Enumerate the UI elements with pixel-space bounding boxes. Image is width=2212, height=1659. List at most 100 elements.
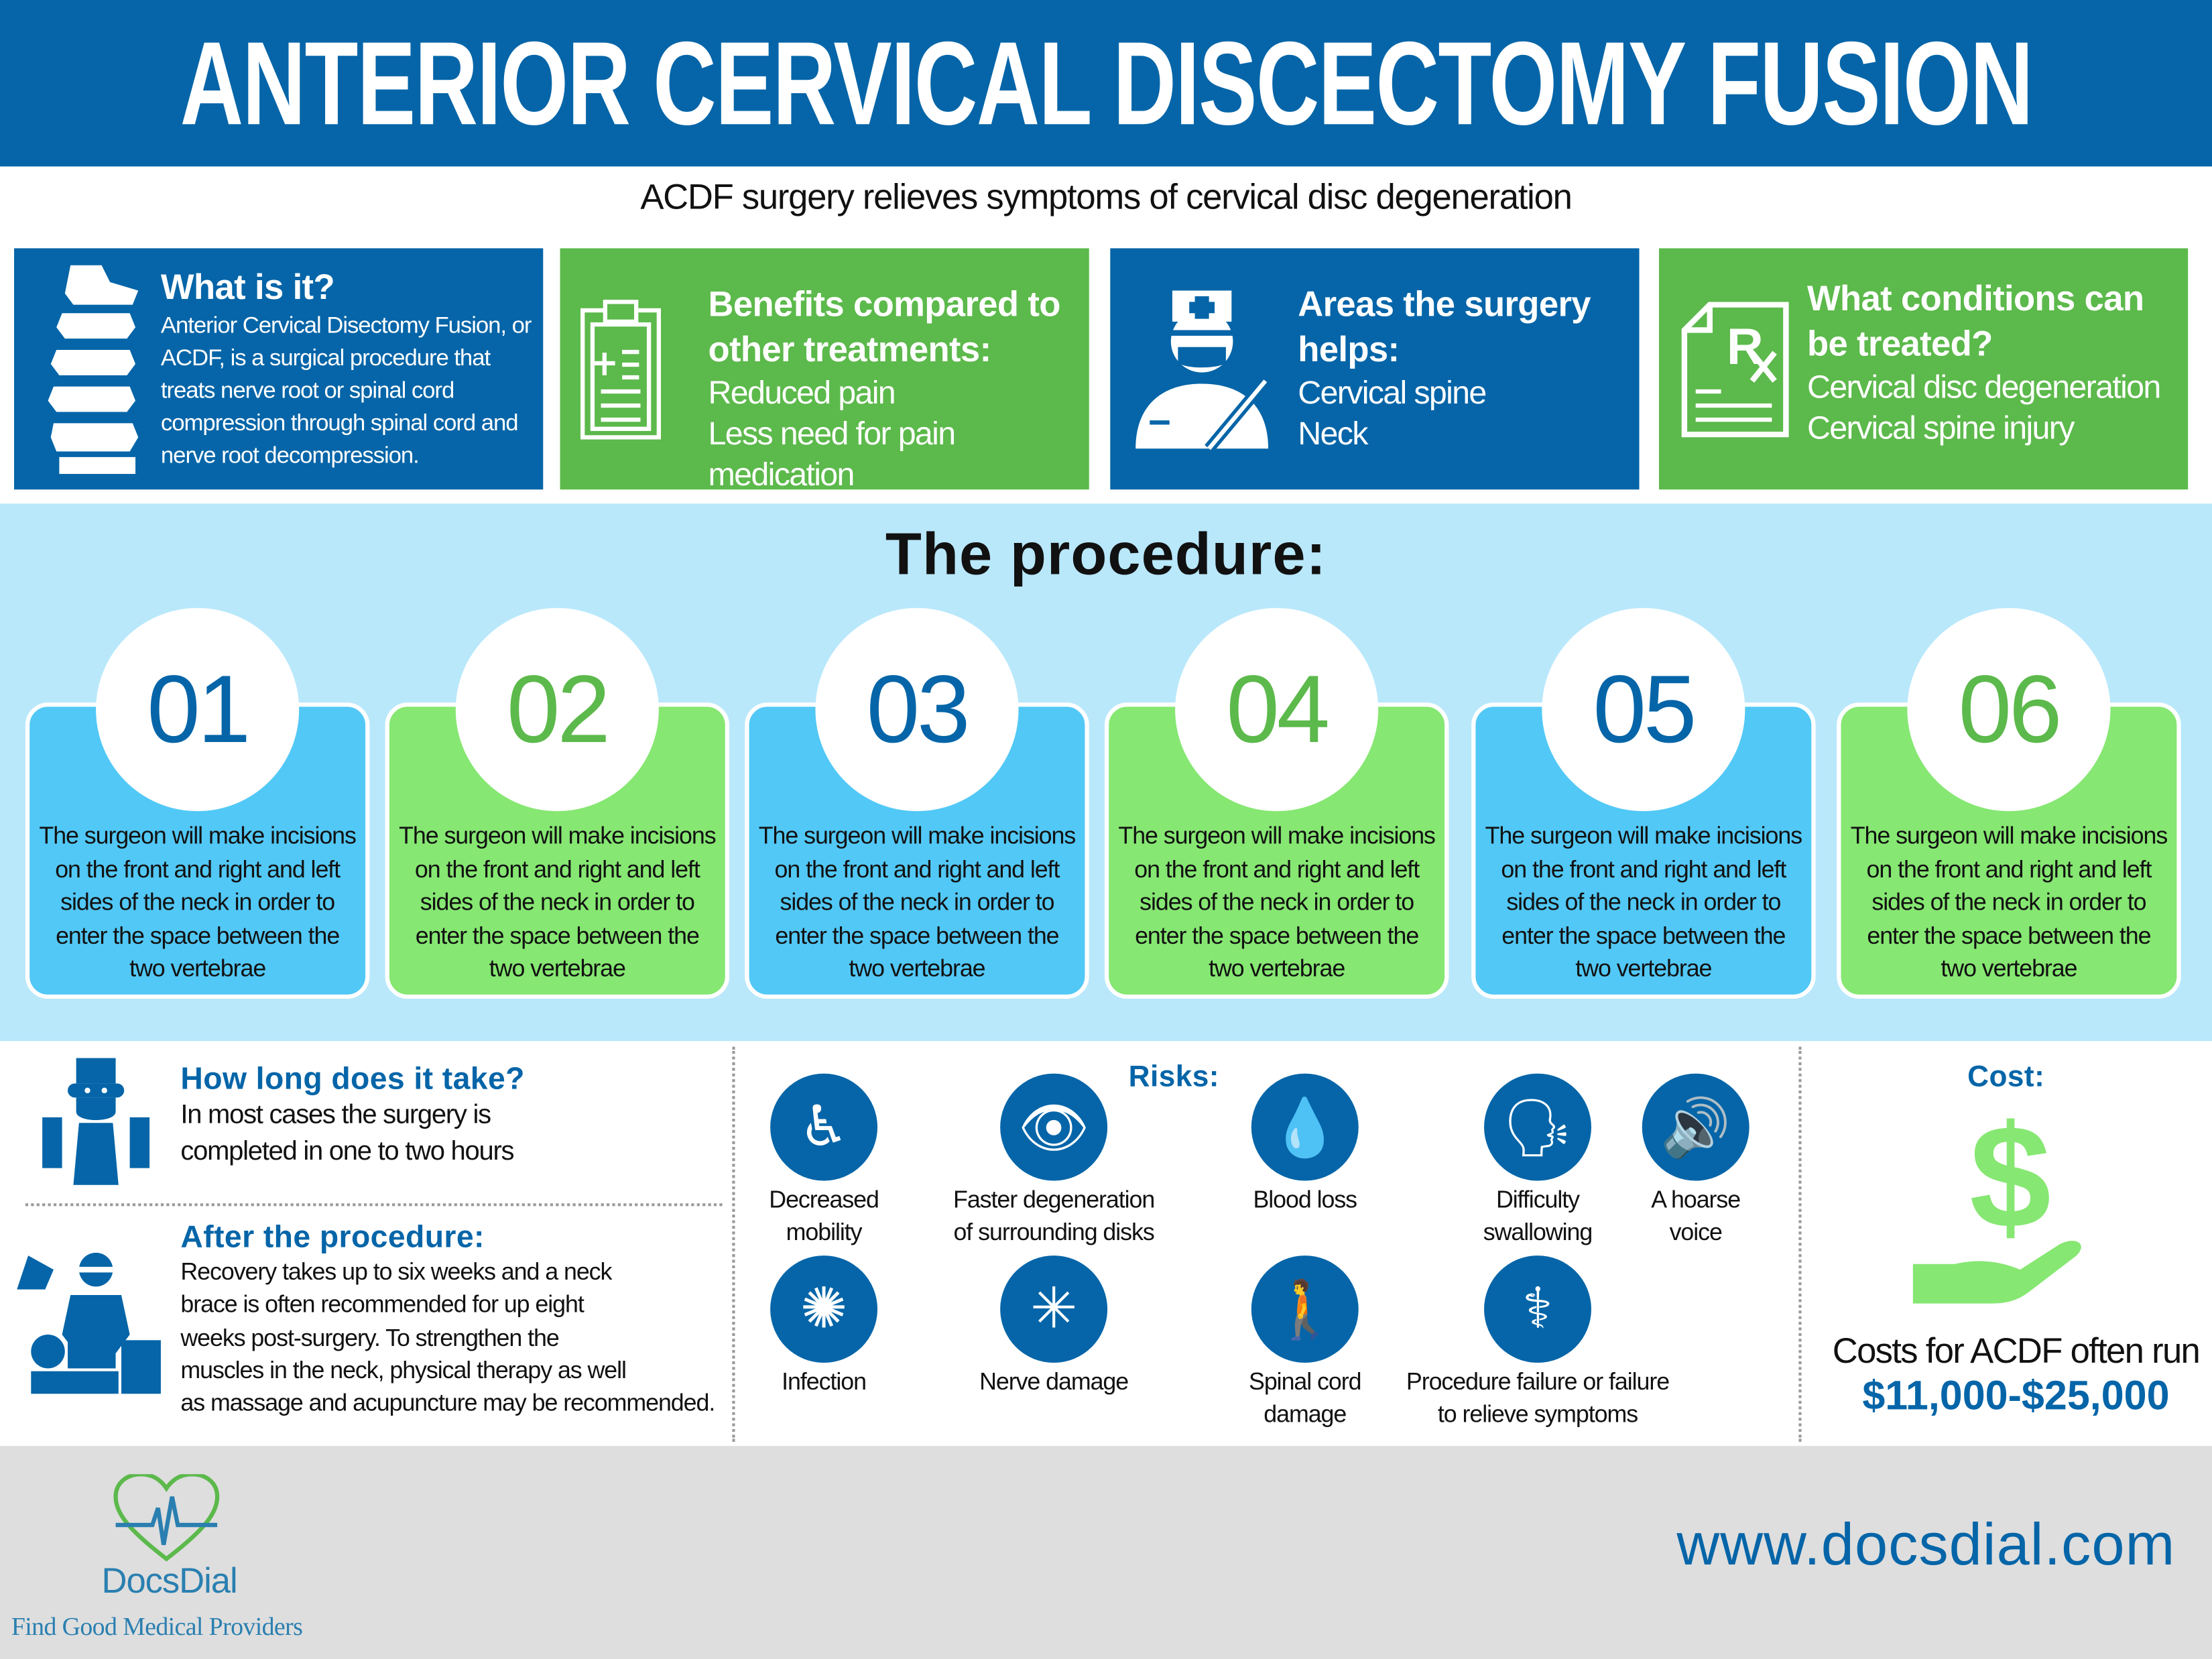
procedure-step: 06 The surgeon will make incisions on the… — [1837, 608, 2181, 999]
step-number: 02 — [455, 608, 659, 812]
procedure-step: 03 The surgeon will make incisions on the… — [745, 608, 1089, 999]
brand-tagline: Find Good Medical Providers — [11, 1612, 303, 1641]
surgeon-gloves-icon — [42, 1058, 150, 1185]
footer: DocsDial Find Good Medical Providers www… — [0, 1446, 2212, 1659]
procedure-step: 04 The surgeon will make incisions on the… — [1104, 608, 1449, 999]
clipboard-icon — [580, 300, 662, 440]
card-title: Benefits compared to other treatments: — [708, 285, 1061, 370]
blood-loss-icon: 💧 — [1251, 1073, 1359, 1181]
area-item: Neck — [1298, 414, 1368, 452]
divider — [732, 1046, 735, 1442]
wheelchair-icon: ♿ — [770, 1073, 878, 1181]
risk-label-line: damage — [1264, 1400, 1347, 1428]
duration-line: completed in one to two hours — [180, 1137, 514, 1167]
page-title: ANTERIOR CERVICAL DISCECTOMY FUSION — [180, 16, 2033, 149]
svg-text:$: $ — [1969, 1115, 2051, 1259]
swallowing-icon: 🗣 — [1484, 1073, 1591, 1181]
subtitle: ACDF surgery relieves symptoms of cervic… — [640, 178, 1573, 218]
dollar-hand-icon: $ — [1912, 1115, 2081, 1304]
card-conditions: R What conditions can be treated? Cervic… — [1658, 248, 2189, 490]
step-number: 05 — [1542, 608, 1745, 812]
procedure-title: The procedure: — [885, 520, 1327, 587]
physical-therapy-icon — [17, 1252, 161, 1394]
card-title: What conditions can be treated? — [1806, 279, 2144, 364]
brand-name: DocsDial — [101, 1561, 237, 1601]
risk-label-line: Decreased — [769, 1186, 879, 1213]
risk-label: Decreased mobility — [683, 1184, 965, 1249]
risk-label: Blood loss — [1164, 1184, 1446, 1216]
card-benefits: Benefits compared to other treatments: R… — [560, 248, 1089, 490]
risk-label-line: to relieve symptoms — [1437, 1400, 1638, 1428]
step-text: The surgeon will make incisions on the f… — [1485, 822, 1803, 982]
procedure-section: The procedure: 01 The surgeon will make i… — [0, 503, 2212, 1042]
duration-title: How long does it take? — [180, 1060, 525, 1097]
risk-label-line: Faster degeneration — [953, 1186, 1155, 1213]
procedure-step: 01 The surgeon will make incisions on the… — [25, 608, 370, 999]
area-item: Cervical spine — [1298, 373, 1487, 411]
risk-label-line: mobility — [786, 1219, 863, 1246]
prescription-icon: R — [1681, 302, 1789, 438]
risk-label-line: of surrounding disks — [953, 1219, 1155, 1246]
risk-label: Nerve damage — [913, 1365, 1195, 1398]
risk-label-line: Procedure failure or failure — [1406, 1368, 1670, 1396]
website-link[interactable]: www.docsdial.com — [1676, 1511, 2176, 1577]
risk-label-line: swallowing — [1483, 1219, 1593, 1246]
risks-title: Risks: — [1128, 1060, 1219, 1094]
risk-label: Spinal cord damage — [1164, 1365, 1446, 1430]
risk-label: Difficulty swallowing — [1397, 1184, 1679, 1249]
step-text: The surgeon will make incisions on the f… — [39, 822, 357, 982]
risk-label: Procedure failure or failure to relieve s… — [1397, 1365, 1679, 1430]
header: ANTERIOR CERVICAL DISCECTOMY FUSION — [0, 0, 2212, 167]
spine-icon — [48, 265, 139, 475]
cost-amount: $11,000-$25,000 — [1862, 1373, 2170, 1420]
docsdial-logo-icon — [113, 1474, 220, 1562]
after-title: After the procedure: — [180, 1219, 485, 1254]
card-body: Anterior Cervical Disectomy Fusion, or A… — [160, 313, 532, 469]
risk-label: Infection — [683, 1365, 965, 1398]
after-line: Recovery takes up to six weeks and a nec… — [180, 1258, 612, 1286]
cost-title: Cost: — [1967, 1060, 2045, 1094]
benefit-item: Reduced pain — [708, 373, 896, 411]
back-pain-icon: 🚶 — [1251, 1255, 1359, 1363]
benefit-item: Less need for pain medication — [708, 414, 957, 490]
cost-text: Costs for ACDF often run — [1832, 1331, 2201, 1371]
card-areas: Areas the surgery helps: Cervical spine … — [1110, 248, 1640, 490]
risk-label-line: Infection — [782, 1368, 867, 1396]
divider — [25, 1203, 723, 1207]
duration-line: In most cases the surgery is — [180, 1100, 491, 1130]
card-title: Areas the surgery helps: — [1298, 285, 1591, 370]
procedure-step: 02 The surgeon will make incisions on the… — [385, 608, 730, 999]
procedure-step: 05 The surgeon will make incisions on the… — [1471, 608, 1816, 999]
card-title: What is it? — [160, 267, 335, 308]
hoarse-voice-icon: 🔊 — [1642, 1073, 1749, 1181]
risk-label: A hoarse voice — [1554, 1184, 1837, 1249]
step-text: The surgeon will make incisions on the f… — [1850, 822, 2168, 982]
card-what-is-it: What is it? Anterior Cervical Disectomy … — [14, 248, 544, 490]
joint-pain-icon: ⚕ — [1484, 1255, 1591, 1363]
divider — [1798, 1046, 1802, 1442]
step-text: The surgeon will make incisions on the f… — [1118, 822, 1436, 982]
step-text: The surgeon will make incisions on the f… — [399, 822, 717, 982]
virus-icon: ✺ — [770, 1255, 878, 1363]
risk-label-line: Difficulty — [1495, 1186, 1580, 1213]
step-number: 04 — [1175, 608, 1379, 812]
surgeon-icon — [1135, 290, 1270, 452]
eye-icon: 👁 — [1000, 1073, 1108, 1181]
step-text: The surgeon will make incisions on the f… — [758, 822, 1077, 982]
risk-label-line: Blood loss — [1253, 1186, 1357, 1213]
svg-text:R: R — [1727, 318, 1764, 375]
step-number: 03 — [815, 608, 1019, 812]
risk-label-line: Nerve damage — [979, 1368, 1129, 1396]
after-line: brace is often recommended for up eight — [180, 1291, 584, 1318]
condition-item: Cervical spine injury — [1806, 409, 2075, 446]
risk-label-line: Spinal cord — [1249, 1368, 1361, 1396]
step-number: 06 — [1907, 608, 2111, 812]
risk-label-line: A hoarse — [1651, 1186, 1741, 1213]
risk-label-line: voice — [1669, 1219, 1723, 1246]
step-number: 01 — [96, 608, 300, 812]
risk-label: Faster degeneration of surrounding disks — [913, 1184, 1195, 1249]
after-line: as massage and acupuncture may be recomm… — [180, 1390, 715, 1417]
condition-item: Cervical disc degeneration — [1806, 368, 2161, 406]
nerve-icon: ✳ — [1000, 1255, 1108, 1363]
